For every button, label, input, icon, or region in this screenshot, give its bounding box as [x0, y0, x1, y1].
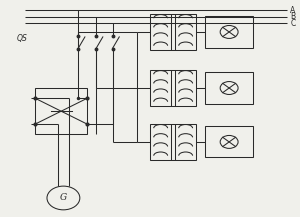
Text: QS: QS: [17, 34, 28, 43]
Bar: [35, 88, 87, 134]
Bar: [205, 126, 253, 158]
Text: C: C: [290, 19, 296, 28]
Bar: [205, 16, 253, 48]
Text: A: A: [290, 6, 296, 15]
Bar: [150, 124, 196, 160]
Bar: [150, 14, 196, 50]
Text: G: G: [60, 194, 67, 202]
Bar: [150, 70, 196, 106]
Bar: [205, 72, 253, 104]
Text: B: B: [290, 12, 296, 21]
